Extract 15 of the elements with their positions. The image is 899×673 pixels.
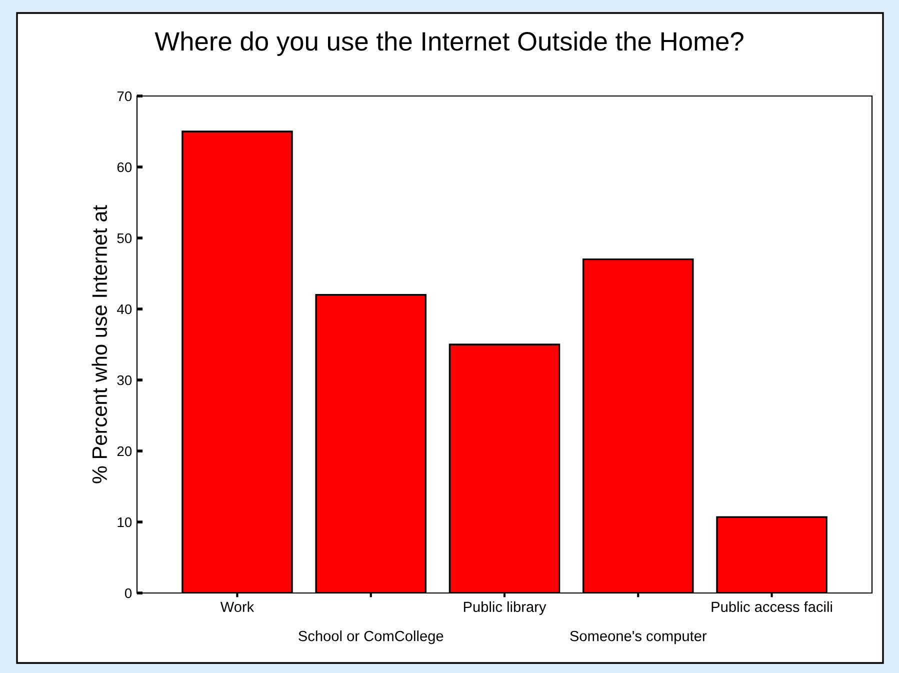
y-tick-label: 50 (117, 233, 132, 244)
chart-title: Where do you use the Internet Outside the Home? (154, 31, 744, 56)
x-tick-label: School or ComCollege (298, 630, 444, 644)
y-tick-label: 10 (118, 517, 132, 528)
y-axis-title: % Percent who use Internet at (92, 205, 108, 484)
x-tick-label: Work (220, 601, 254, 612)
y-tick-label: 30 (117, 375, 132, 386)
x-tick-label: Someone's computer (570, 630, 707, 644)
y-tick-label: 0 (124, 588, 132, 598)
y-tick-label: 20 (117, 446, 132, 456)
y-tick-label: 70 (117, 91, 132, 102)
x-tick-label: Public access facili (712, 601, 832, 612)
y-tick-label: 60 (117, 162, 132, 172)
y-tick-label: 40 (117, 304, 132, 314)
x-tick-label: Public library (464, 601, 546, 615)
